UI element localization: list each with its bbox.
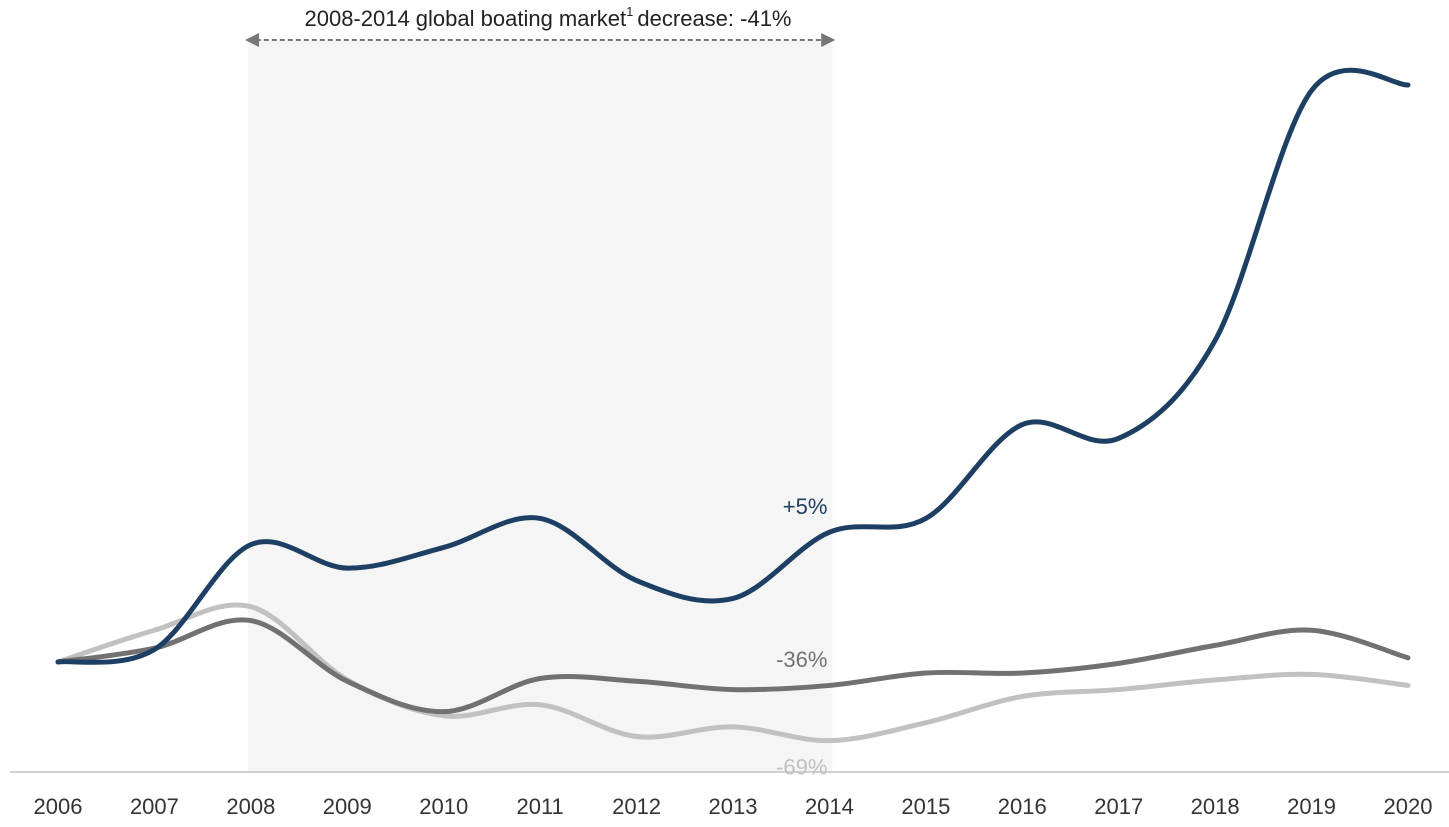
x-tick-label: 2018 [1191,794,1240,819]
title-superscript: 1 [626,4,633,19]
series-line [55,602,1411,744]
x-tick-label: 2011 [516,794,563,819]
x-tick-label: 2007 [130,794,179,819]
chart-title: 2008-2014 global boating market1 decrease… [304,4,791,30]
x-tick-label: 2019 [1287,794,1336,819]
series-line [55,67,1411,665]
series-line [55,617,1411,715]
annotation: +5% [783,494,828,519]
x-tick-label: 2014 [805,794,854,819]
highlight-band [247,40,833,772]
x-tick-label: 2020 [1384,794,1433,819]
x-tick-label: 2008 [226,794,275,819]
x-tick-label: 2010 [419,794,468,819]
x-tick-label: 2017 [1094,794,1143,819]
x-tick-label: 2015 [901,794,950,819]
x-tick-label: 2016 [998,794,1047,819]
x-tick-label: 2012 [612,794,661,819]
annotation: -36% [776,647,827,672]
x-tick-label: 2009 [323,794,372,819]
title-suffix: decrease: -41% [637,6,791,31]
title-text: 2008-2014 global boating market [304,6,626,31]
x-tick-label: 2013 [709,794,758,819]
annotation: -69% [776,754,827,779]
x-tick-label: 2006 [34,794,83,819]
